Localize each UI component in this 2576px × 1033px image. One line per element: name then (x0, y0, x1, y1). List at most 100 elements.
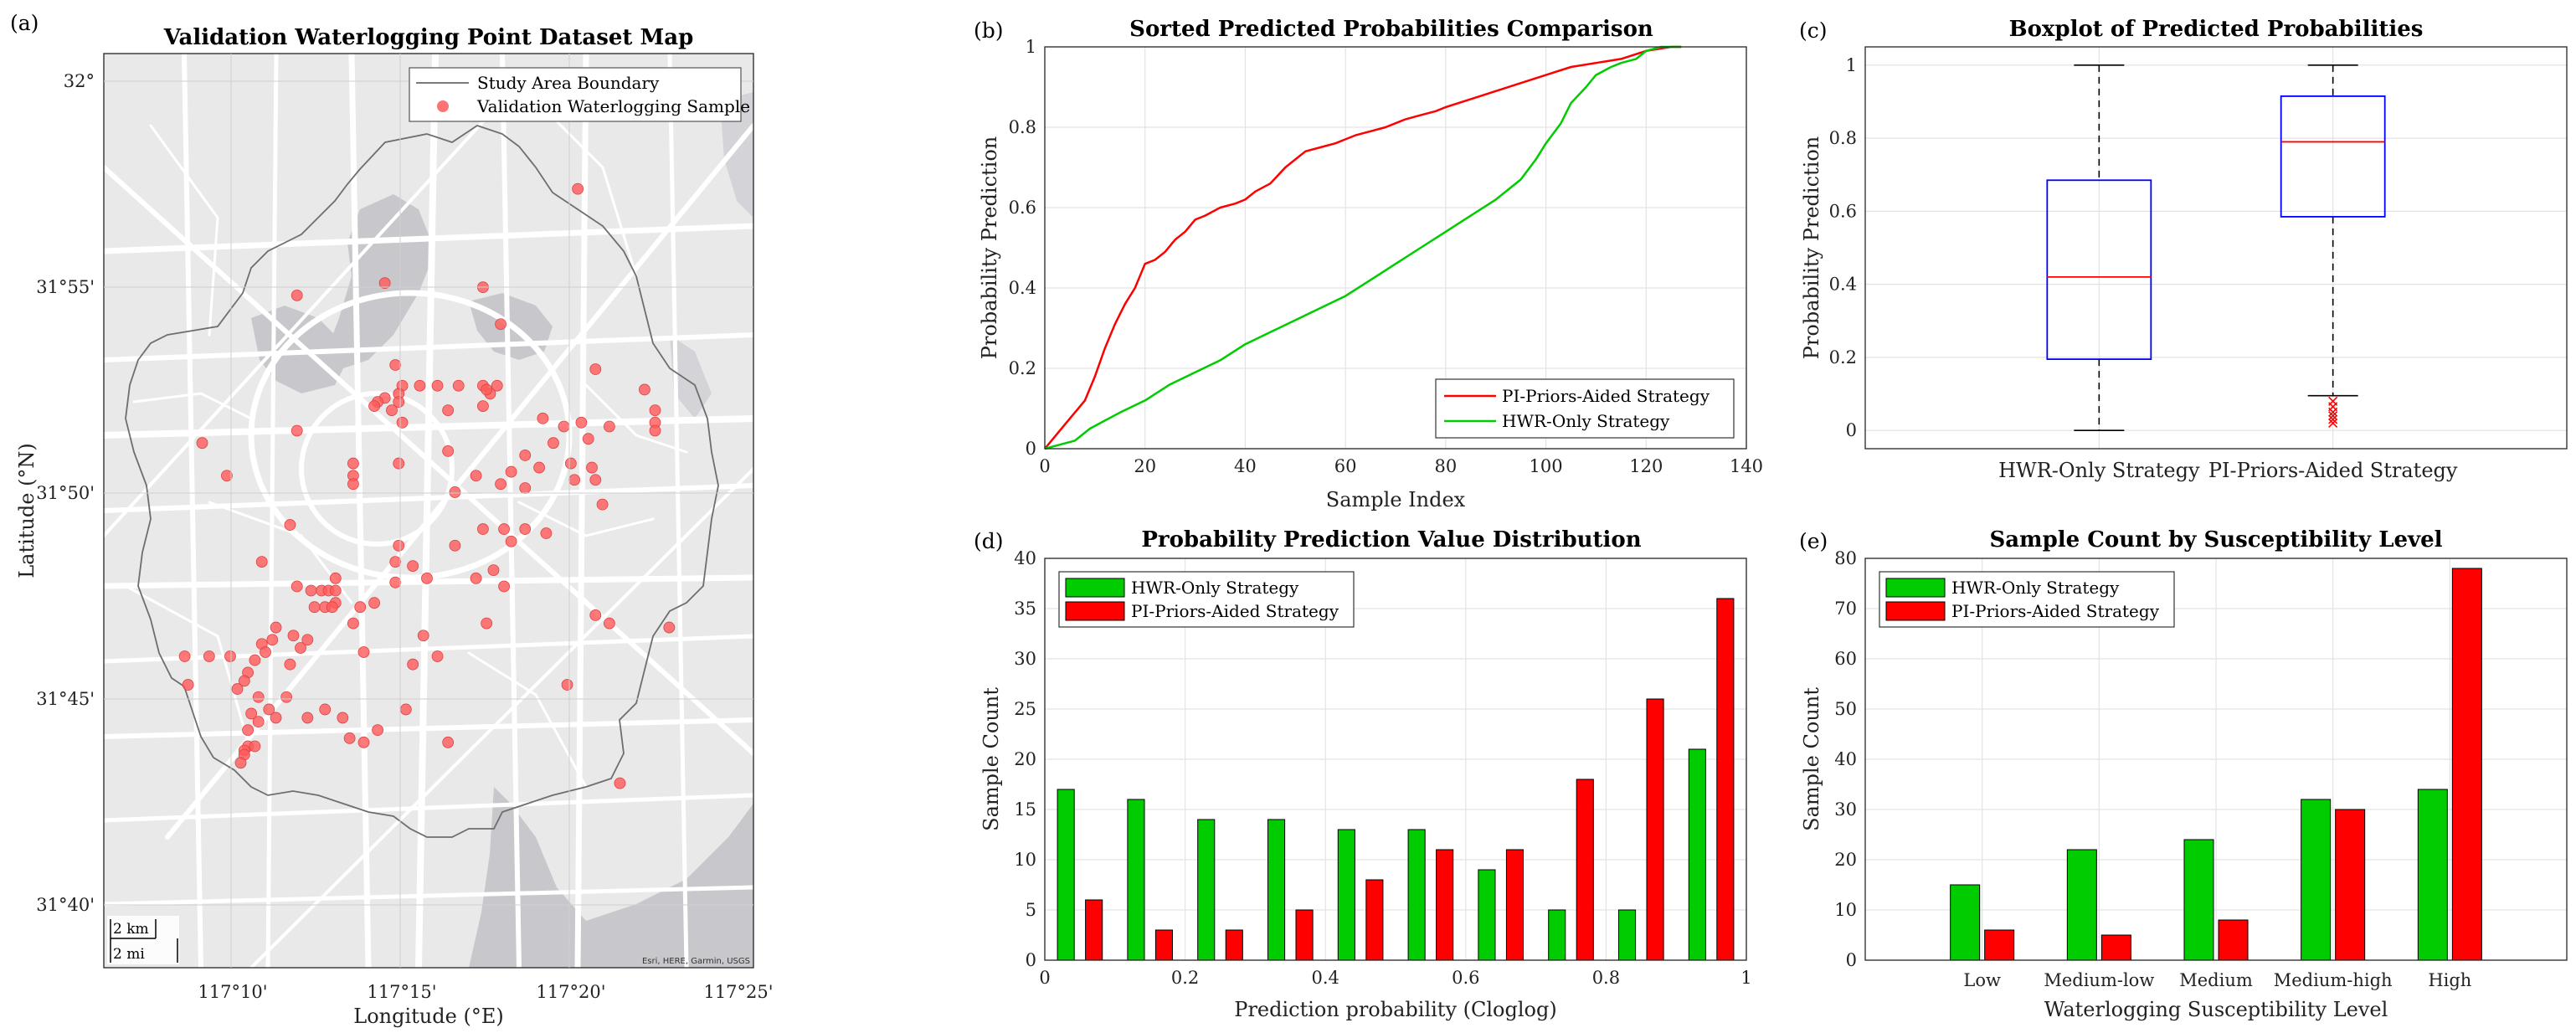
sample-point (347, 478, 359, 491)
legend-hwr-swatch (1065, 578, 1125, 598)
panel-b-ylabel: Probability Prediction (978, 136, 1001, 360)
panel-c-axes (1864, 46, 2568, 450)
x-tick-label: Medium-high (2274, 970, 2393, 990)
sample-point (519, 523, 532, 535)
sample-point (568, 474, 581, 486)
bar-hwr-only (2183, 839, 2214, 961)
y-tick-label: 20 (1014, 749, 1036, 769)
y-tick-label: 60 (1834, 649, 1857, 669)
map-xtick: 117°15' (367, 982, 436, 1002)
panel-d-xlabel: Prediction probability (Cloglog) (1234, 998, 1556, 1021)
sample-point (603, 420, 615, 433)
sample-point (481, 617, 493, 630)
y-tick-label: 0.6 (1829, 201, 1857, 221)
panel-c-title: Boxplot of Predicted Probabilities (2009, 17, 2424, 42)
sample-point (589, 363, 602, 375)
outlier-marker (2328, 418, 2338, 429)
y-tick-label: 30 (1834, 799, 1857, 820)
y-tick-label: 30 (1014, 649, 1036, 669)
sample-point (319, 703, 332, 716)
panel-e-title: Sample Count by Susceptibility Level (1989, 527, 2442, 552)
x-tick-label: 120 (1629, 456, 1663, 476)
sample-point (449, 539, 461, 552)
bar-hwr-only (1617, 909, 1637, 961)
bar-hwr-only (1688, 748, 1706, 961)
sample-point (442, 736, 455, 748)
sample-point (442, 445, 455, 457)
x-tick-label: 0.2 (1171, 968, 1199, 988)
sample-point (389, 576, 402, 588)
sample-point (337, 712, 349, 724)
bar-pi-priors (1505, 849, 1525, 961)
sample-point (417, 630, 429, 642)
sample-point (354, 601, 367, 614)
panel-b-ticks: 0 20 40 60 80 100 120 140 0 0.2 0.4 0.6 0.8 1 (1009, 37, 1763, 476)
sample-point (498, 580, 510, 593)
y-tick-label: 40 (1834, 749, 1857, 769)
bar-hwr-only (1337, 829, 1355, 961)
bar-pi-priors (1646, 698, 1664, 961)
sample-point (221, 470, 233, 482)
x-tick-label: 0.4 (1311, 968, 1339, 988)
sample-point (249, 740, 261, 753)
map-xtick: 117°20' (536, 982, 605, 1002)
sample-point (452, 379, 465, 392)
map-legend-sample: Validation Waterlogging Sample (476, 96, 750, 116)
panel-c-grid (1865, 47, 2567, 449)
bar-hwr-only (1197, 819, 1216, 961)
sample-point (301, 634, 314, 646)
x-tick-label: 0 (1039, 968, 1050, 988)
sample-point (329, 584, 342, 597)
panel-e-ticks: 0 10 20 30 40 50 60 70 80 Low Medium-low Medium Medi… (1834, 548, 2471, 990)
sample-point (343, 732, 356, 744)
panel-b-legend-hwr: HWR-Only Strategy (1502, 411, 1670, 431)
sample-point (224, 650, 236, 662)
y-tick-label: 0 (1026, 950, 1036, 970)
sample-point (386, 404, 398, 417)
line-pi-priors (1044, 45, 1682, 450)
sample-point (291, 424, 303, 437)
sample-point (252, 691, 265, 703)
bar-pi-priors (2451, 568, 2482, 961)
outlier-marker (2328, 414, 2338, 424)
y-tick-label: 40 (1014, 548, 1036, 568)
x-tick-label: HWR-Only Strategy (1998, 459, 2200, 482)
sample-point (477, 523, 489, 535)
panel-b-legend: PI-Priors-Aided Strategy HWR-Only Strate… (1435, 378, 1735, 439)
sample-point (649, 424, 661, 437)
sample-point (378, 277, 391, 290)
sample-point (614, 777, 626, 789)
x-tick-label: 0.6 (1452, 968, 1479, 988)
sample-point (575, 416, 588, 429)
y-tick-label: 25 (1014, 699, 1036, 719)
sample-point (519, 482, 532, 494)
y-tick-label: 0.4 (1009, 278, 1036, 298)
panel-b-title: Sorted Predicted Probabilities Compariso… (1129, 17, 1653, 42)
box-iqr (2280, 95, 2386, 218)
map-attribution: Esri, HERE, Garmin, USGS (642, 957, 750, 966)
bar-hwr-only (1057, 789, 1075, 961)
sample-point (572, 182, 584, 195)
sample-point (326, 601, 338, 614)
map-xlabel: Longitude (°E) (353, 1005, 503, 1028)
panel-c-boxes (2046, 64, 2386, 431)
sample-point (389, 359, 402, 371)
bar-pi-priors (1716, 598, 1735, 961)
bar-hwr-only (1548, 909, 1566, 961)
sample-point (589, 474, 602, 486)
sample-point (393, 457, 405, 470)
x-tick-label: 40 (1234, 456, 1257, 476)
y-tick-label: 0.4 (1829, 275, 1857, 295)
sample-point (558, 420, 570, 433)
bar-hwr-only (1950, 884, 1981, 961)
legend-sample-marker (437, 100, 449, 112)
y-tick-label: 5 (1026, 900, 1036, 920)
sample-point (266, 634, 279, 646)
sample-point (263, 703, 275, 716)
sample-point (491, 379, 503, 392)
sample-point (470, 572, 482, 584)
x-tick-label: 20 (1134, 456, 1156, 476)
sample-point (505, 535, 517, 547)
sample-point (291, 580, 303, 593)
